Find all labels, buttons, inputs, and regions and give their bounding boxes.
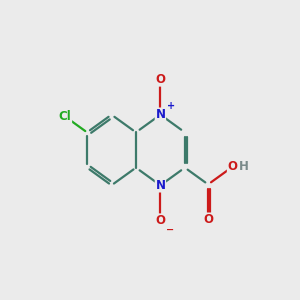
Text: H: H [239, 160, 249, 173]
Text: N: N [155, 108, 165, 121]
Text: O: O [227, 160, 238, 173]
Text: −: − [166, 225, 175, 235]
Text: O: O [155, 73, 165, 86]
Text: +: + [167, 101, 175, 111]
Text: O: O [155, 214, 165, 227]
Text: O: O [203, 213, 213, 226]
Text: N: N [155, 179, 165, 192]
Text: Cl: Cl [59, 110, 71, 123]
